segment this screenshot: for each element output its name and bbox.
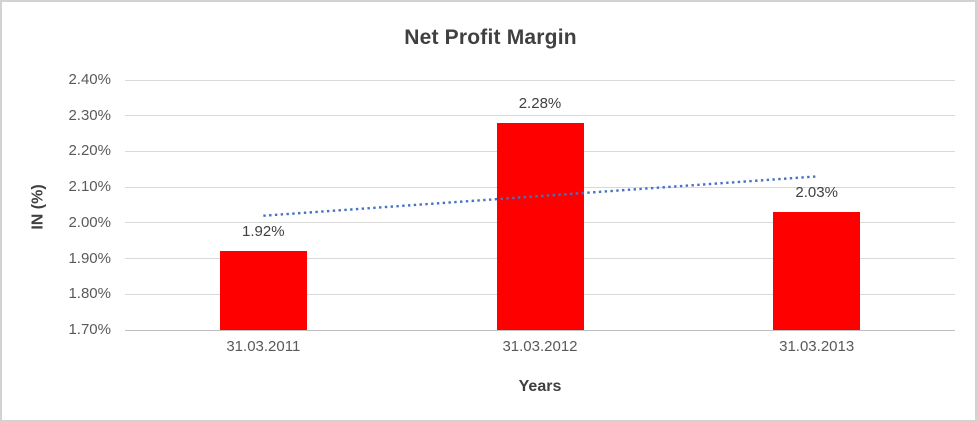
bar-31.03.2013 [773,212,861,330]
gridline [125,115,955,117]
plot-area: 2.40% 2.30% 2.20% 2.10% 2.00% 1.90% 1.80% 1.70%… [68,71,955,355]
y-axis-tick-label: 1.80% [68,285,111,303]
y-axis-tick-label: 1.70% [68,321,111,338]
y-axis-tick-label: 2.20% [68,142,111,160]
bar-31.03.2012 [496,122,584,330]
x-axis-tick-label: 31.03.2013 [779,338,855,355]
bar-31.03.2011 [219,251,307,330]
chart-title: Net Profit Margin [404,26,577,49]
x-axis-line [125,329,955,331]
y-axis-tick-label: 2.40% [68,71,111,88]
y-axis-tick-label: 2.00% [68,213,111,231]
data-label: 2.28% [518,94,562,112]
x-axis-tick-label: 31.03.2012 [502,338,578,355]
x-axis-title: Years [518,378,562,395]
gridline [125,79,955,81]
y-axis-tick-label: 1.90% [68,249,111,267]
y-axis-tick-label: 2.30% [68,106,111,124]
y-axis-title: IN (%) [29,184,47,230]
data-label: 2.03% [795,184,838,202]
data-label: 1.92% [242,223,285,241]
y-axis-tick-label: 2.10% [68,178,111,196]
x-axis-tick-label: 31.03.2011 [226,338,301,355]
